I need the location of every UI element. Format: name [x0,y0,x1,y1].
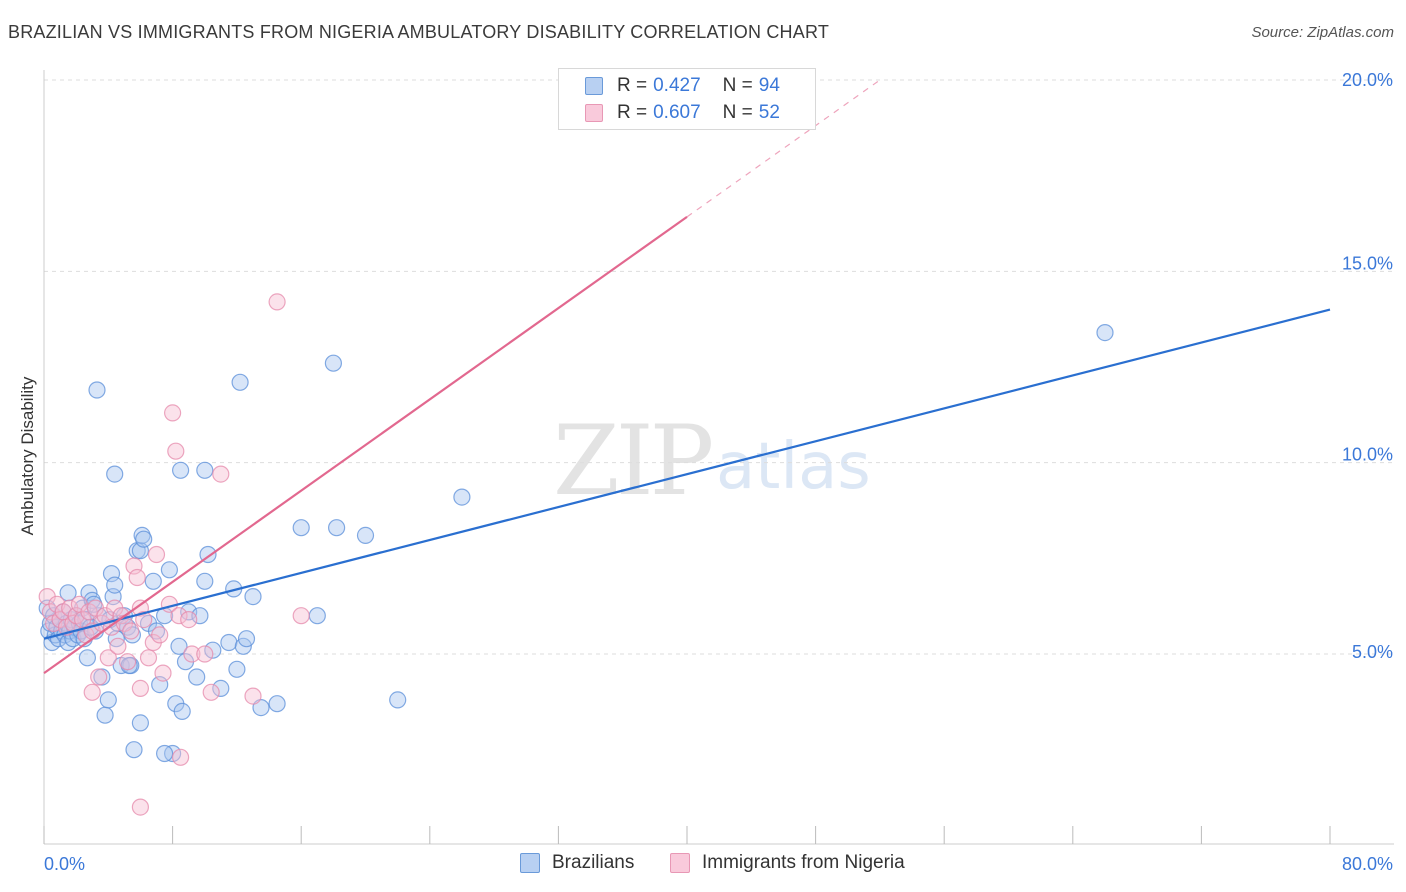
legend-swatch-pink [670,853,690,873]
brazilian-point [88,381,106,399]
source-label: Source: ZipAtlas.com [1251,24,1394,41]
legend-swatch-pink [585,104,603,122]
nigeria-point [147,545,166,564]
nigeria-point [202,683,220,701]
brazilian-point [96,706,114,724]
legend-row-brazilians: R = 0.427 N = 94 [585,73,780,99]
brazilian-point [268,695,286,713]
brazilian-point [188,668,206,686]
nigeria-point [122,622,140,640]
brazilian-point [292,519,310,537]
nigeria-point [180,610,198,629]
y-tick-label: 5.0% [1352,642,1393,662]
nigeria-point [83,683,101,701]
brazilian-point [131,714,149,732]
brazilian-point [196,572,214,590]
correlation-legend: R = 0.427 N = 94 R = 0.607 N = 52 [558,68,816,130]
nigeria-point [196,645,214,663]
nigeria-point [292,607,310,625]
brazilian-point [99,691,117,709]
nigeria-point [131,679,149,698]
nigeria-point [212,465,230,483]
brazilian-point [308,607,326,625]
brazilian-point [172,461,190,479]
nigeria-point [128,568,146,587]
nigeria-point [139,649,158,667]
brazilian-point [244,587,262,606]
brazilian-point [125,741,143,759]
brazilian-point [389,691,407,709]
nigeria-point [167,442,185,460]
legend-n-value: 94 [758,75,780,96]
nigeria-point [99,649,117,667]
brazilian-point [173,702,191,721]
brazilian-point [212,679,230,698]
y-tick-label: 20.0% [1342,70,1393,90]
watermark-zip: ZIP [553,405,714,517]
nigeria-point [268,293,286,311]
legend-n-label: N = [722,102,753,123]
legend-label-brazilians: Brazilians [552,852,635,873]
brazilian-point [356,526,375,545]
brazilian-point [228,660,246,678]
legend-r-value: 0.607 [653,102,701,123]
brazilian-point [328,519,346,537]
legend-swatch-blue [520,853,540,873]
brazilian-point [156,744,174,763]
y-tick-label: 10.0% [1342,445,1393,465]
legend-row-nigeria: R = 0.607 N = 52 [585,100,780,126]
legend-r-value: 0.427 [653,75,701,96]
watermark-atlas: atlas [716,430,871,504]
nigeria-point [164,404,182,422]
legend-r-label: R = [617,102,648,123]
brazilian-point [78,649,97,667]
brazilian-point [160,561,178,579]
brazilian-point [204,641,222,659]
brazilian-point [220,633,238,652]
legend-r-label: R = [617,75,648,96]
nigeria-point [151,626,169,644]
brazilian-trend-line [43,308,1331,640]
legend-n-label: N = [722,75,753,96]
brazilian-point [324,354,342,372]
brazilian-point [106,576,124,594]
brazilian-point [231,373,249,391]
nigeria-point [118,653,137,671]
nigeria-trend-extension [686,79,881,218]
brazilian-point [1096,324,1114,342]
nigeria-point [135,610,153,629]
legend-n-value: 52 [758,102,780,123]
nigeria-point [183,645,201,663]
nigeria-point [131,798,149,816]
nigeria-point [244,687,262,705]
y-tick-label: 15.0% [1342,253,1393,273]
legend-swatch-blue [585,77,603,95]
x-tick-label: 80.0% [1342,854,1393,874]
nigeria-trend-line [43,215,688,675]
legend-item-brazilians[interactable]: Brazilians [520,852,634,874]
legend-item-nigeria[interactable]: Immigrants from Nigeria [670,852,905,874]
brazilian-point [170,637,188,655]
nigeria-point [172,748,190,766]
brazilian-point [135,530,153,548]
brazilian-point [196,461,214,479]
nigeria-point [90,668,108,686]
x-tick-label: 0.0% [44,854,85,874]
brazilian-point [106,465,124,483]
nigeria-point [154,664,172,682]
nigeria-point [170,607,188,625]
brazilian-point [144,572,162,590]
brazilian-point [453,488,471,506]
brazilian-point [191,607,209,625]
nigeria-point [109,637,127,655]
legend-label-nigeria: Immigrants from Nigeria [702,852,905,873]
brazilian-point [237,630,256,648]
chart-title: BRAZILIAN VS IMMIGRANTS FROM NIGERIA AMB… [8,22,830,42]
